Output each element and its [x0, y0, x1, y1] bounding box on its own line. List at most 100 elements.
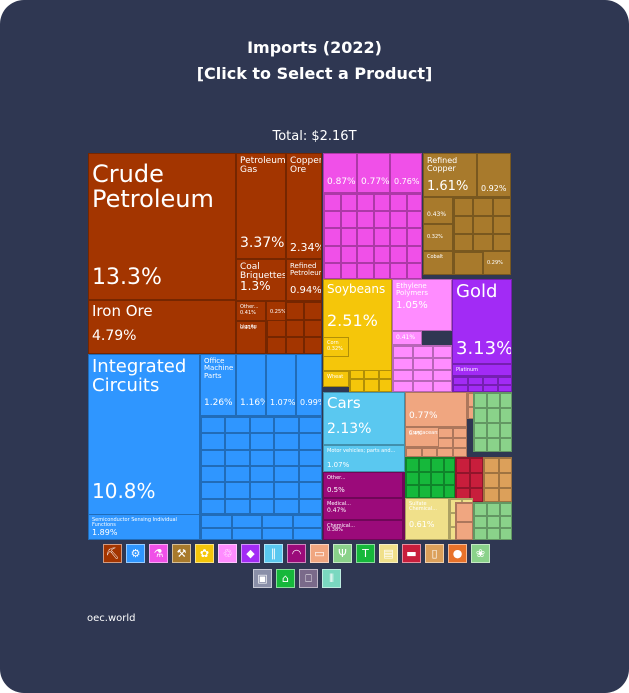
- product-group-cell[interactable]: [403, 472, 405, 540]
- source-label[interactable]: oec.world: [87, 613, 136, 624]
- product-group-cell[interactable]: [200, 416, 322, 514]
- product-cell[interactable]: [453, 385, 468, 391]
- product-group-cell[interactable]: [473, 502, 512, 540]
- product-cell[interactable]: [201, 466, 226, 483]
- product-cell[interactable]: [390, 245, 407, 263]
- product-cell[interactable]: [474, 393, 487, 408]
- product-cell[interactable]: [406, 262, 421, 278]
- product-cell[interactable]: [454, 234, 474, 250]
- product-cell[interactable]: [225, 482, 250, 499]
- product-cell[interactable]: 0.99%: [296, 354, 322, 416]
- product-cell[interactable]: [225, 449, 250, 466]
- product-cell[interactable]: Wheat: [323, 371, 349, 387]
- product-cell[interactable]: [373, 211, 390, 229]
- product-cell[interactable]: [274, 449, 299, 466]
- product-cell[interactable]: [470, 488, 482, 501]
- product-cell[interactable]: [285, 337, 305, 353]
- miscellaneous-icon[interactable]: ▣: [253, 569, 272, 588]
- product-cell[interactable]: [304, 319, 321, 338]
- product-cell[interactable]: [406, 194, 421, 212]
- product-cell[interactable]: [225, 498, 250, 513]
- product-cell[interactable]: [487, 528, 500, 539]
- product-cell[interactable]: [298, 498, 321, 513]
- product-cell[interactable]: [454, 198, 474, 216]
- product-group-cell[interactable]: [453, 197, 511, 251]
- product-cell[interactable]: Platinum: [452, 364, 512, 376]
- product-cell[interactable]: [225, 466, 250, 483]
- instruments-icon[interactable]: ◠: [287, 544, 306, 563]
- product-cell[interactable]: [249, 417, 275, 434]
- product-cell[interactable]: Coal Briquettes 1.3%: [236, 259, 286, 301]
- product-cell[interactable]: [470, 473, 482, 488]
- product-cell[interactable]: [474, 528, 487, 539]
- product-cell[interactable]: [292, 528, 321, 539]
- product-cell[interactable]: 0.41%: [392, 331, 422, 345]
- product-cell[interactable]: [231, 515, 262, 528]
- product-cell[interactable]: [201, 515, 232, 528]
- product-cell[interactable]: [484, 488, 499, 501]
- product-cell[interactable]: [357, 245, 374, 263]
- product-cell[interactable]: [452, 448, 466, 456]
- product-cell[interactable]: [373, 262, 390, 278]
- product-cell[interactable]: [468, 385, 483, 391]
- animal-vegetable-oils-icon[interactable]: ❀: [471, 544, 490, 563]
- product-cell[interactable]: [201, 433, 226, 450]
- animal-products-icon[interactable]: ●: [448, 544, 467, 563]
- product-cell[interactable]: [431, 485, 444, 497]
- product-cell[interactable]: [249, 466, 275, 483]
- product-cell[interactable]: [492, 198, 510, 216]
- product-cell[interactable]: 0.77%: [405, 392, 467, 427]
- product-cell[interactable]: [421, 448, 437, 456]
- product-cell[interactable]: [393, 369, 413, 382]
- transportation-icon[interactable]: ∥: [264, 544, 283, 563]
- product-cell[interactable]: [433, 369, 451, 382]
- product-cell[interactable]: [474, 408, 487, 423]
- product-group-cell[interactable]: [455, 457, 483, 502]
- product-cell[interactable]: [443, 485, 454, 497]
- product-cell[interactable]: [500, 423, 511, 438]
- product-cell[interactable]: [373, 194, 390, 212]
- product-cell[interactable]: Crustaceans 0.4%: [405, 427, 439, 447]
- product-cell[interactable]: [433, 357, 451, 370]
- product-cell[interactable]: [406, 448, 422, 456]
- product-cell[interactable]: [500, 438, 511, 451]
- product-cell[interactable]: [390, 194, 407, 212]
- product-cell[interactable]: [484, 473, 499, 488]
- product-cell[interactable]: [357, 194, 374, 212]
- product-cell[interactable]: [340, 211, 357, 229]
- product-cell[interactable]: [474, 438, 487, 451]
- paper-goods-icon[interactable]: ▤: [379, 544, 398, 563]
- product-cell[interactable]: [340, 262, 357, 278]
- product-cell[interactable]: Office Machine Parts 1.26%: [200, 354, 236, 416]
- product-cell[interactable]: [456, 522, 472, 539]
- product-cell[interactable]: Corn 0.32%: [323, 337, 349, 357]
- product-cell[interactable]: [500, 408, 511, 423]
- product-cell[interactable]: [433, 346, 451, 358]
- weapons-icon[interactable]: ⦀: [322, 569, 341, 588]
- product-cell[interactable]: [274, 433, 299, 450]
- product-cell[interactable]: 0.92%: [477, 153, 511, 197]
- product-cell[interactable]: [454, 216, 474, 234]
- product-cell[interactable]: [201, 528, 232, 539]
- product-cell[interactable]: [500, 503, 511, 516]
- product-cell[interactable]: [390, 262, 407, 278]
- product-cell[interactable]: 0.76%: [390, 153, 422, 193]
- chemical-products-icon[interactable]: ⚗: [149, 544, 168, 563]
- product-cell[interactable]: [231, 528, 262, 539]
- product-cell[interactable]: 0.43%: [423, 197, 453, 224]
- product-cell[interactable]: [498, 385, 511, 391]
- product-cell[interactable]: Other... 0.41%: [236, 301, 266, 321]
- animal-hides-icon[interactable]: ▬: [402, 544, 421, 563]
- product-cell[interactable]: [406, 228, 421, 246]
- product-cell[interactable]: [274, 466, 299, 483]
- product-cell[interactable]: [443, 458, 454, 472]
- product-cell[interactable]: Iron Ore 4.79%: [88, 300, 236, 354]
- product-cell[interactable]: [483, 377, 498, 385]
- product-cell[interactable]: [249, 482, 275, 499]
- product-cell[interactable]: [474, 515, 487, 529]
- product-cell[interactable]: Motor vehicles; parts and... 1.07%: [323, 445, 405, 472]
- footwear-headwear-icon[interactable]: ⌂: [276, 569, 295, 588]
- product-cell[interactable]: [267, 319, 286, 338]
- product-cell[interactable]: 1.16%: [236, 354, 266, 416]
- product-cell[interactable]: 0.87%: [323, 153, 357, 193]
